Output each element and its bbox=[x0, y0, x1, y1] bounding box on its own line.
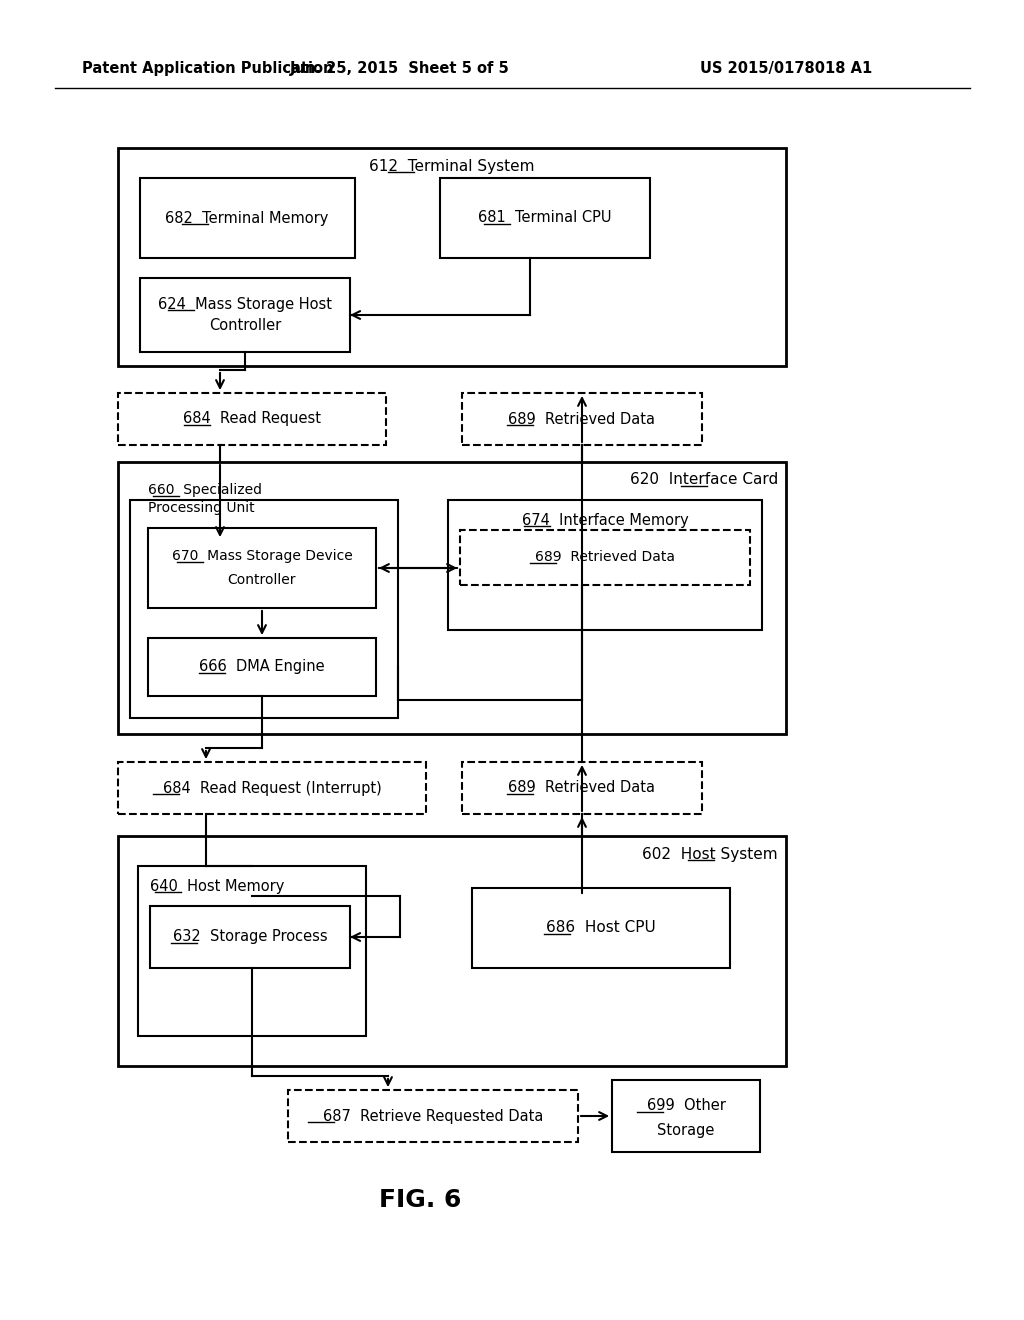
Text: 670  Mass Storage Device: 670 Mass Storage Device bbox=[172, 549, 352, 564]
Text: 660  Specialized: 660 Specialized bbox=[148, 483, 262, 498]
Bar bbox=[288, 1090, 578, 1142]
Text: FIG. 6: FIG. 6 bbox=[379, 1188, 461, 1212]
Bar bbox=[118, 462, 786, 734]
Text: Patent Application Publication: Patent Application Publication bbox=[82, 61, 334, 75]
Text: 666  DMA Engine: 666 DMA Engine bbox=[200, 660, 325, 675]
Text: 689  Retrieved Data: 689 Retrieved Data bbox=[535, 550, 675, 564]
Text: 640  Host Memory: 640 Host Memory bbox=[150, 879, 285, 894]
Bar bbox=[462, 762, 702, 814]
Text: 681  Terminal CPU: 681 Terminal CPU bbox=[478, 210, 611, 226]
Bar bbox=[118, 836, 786, 1067]
Text: 602  Host System: 602 Host System bbox=[642, 846, 778, 862]
Bar bbox=[462, 393, 702, 445]
Text: Storage: Storage bbox=[657, 1122, 715, 1138]
Text: Controller: Controller bbox=[227, 573, 296, 587]
Bar bbox=[148, 528, 376, 609]
Bar bbox=[130, 500, 398, 718]
Text: 687  Retrieve Requested Data: 687 Retrieve Requested Data bbox=[323, 1109, 543, 1123]
Bar bbox=[440, 178, 650, 257]
Text: 682  Terminal Memory: 682 Terminal Memory bbox=[165, 210, 329, 226]
Text: 686  Host CPU: 686 Host CPU bbox=[546, 920, 656, 936]
Text: 689  Retrieved Data: 689 Retrieved Data bbox=[509, 412, 655, 426]
Text: 699  Other: 699 Other bbox=[646, 1098, 725, 1114]
Bar bbox=[150, 906, 350, 968]
Bar bbox=[140, 279, 350, 352]
Bar bbox=[140, 178, 355, 257]
Text: 612  Terminal System: 612 Terminal System bbox=[370, 158, 535, 173]
Bar bbox=[118, 393, 386, 445]
Text: 632  Storage Process: 632 Storage Process bbox=[173, 929, 328, 945]
Bar bbox=[460, 531, 750, 585]
Bar bbox=[472, 888, 730, 968]
Bar bbox=[118, 148, 786, 366]
Text: 624  Mass Storage Host: 624 Mass Storage Host bbox=[158, 297, 332, 312]
Bar bbox=[138, 866, 366, 1036]
Text: 684  Read Request (Interrupt): 684 Read Request (Interrupt) bbox=[163, 780, 381, 796]
Bar bbox=[612, 1080, 760, 1152]
Text: Processing Unit: Processing Unit bbox=[148, 502, 255, 515]
Text: Jun. 25, 2015  Sheet 5 of 5: Jun. 25, 2015 Sheet 5 of 5 bbox=[290, 61, 510, 75]
Bar bbox=[118, 762, 426, 814]
Text: 684  Read Request: 684 Read Request bbox=[183, 412, 321, 426]
Bar bbox=[449, 500, 762, 630]
Text: US 2015/0178018 A1: US 2015/0178018 A1 bbox=[700, 61, 872, 75]
Text: Controller: Controller bbox=[209, 318, 282, 334]
Text: 674  Interface Memory: 674 Interface Memory bbox=[521, 512, 688, 528]
Text: 689  Retrieved Data: 689 Retrieved Data bbox=[509, 780, 655, 796]
Text: 620  Interface Card: 620 Interface Card bbox=[630, 473, 778, 487]
Bar bbox=[148, 638, 376, 696]
